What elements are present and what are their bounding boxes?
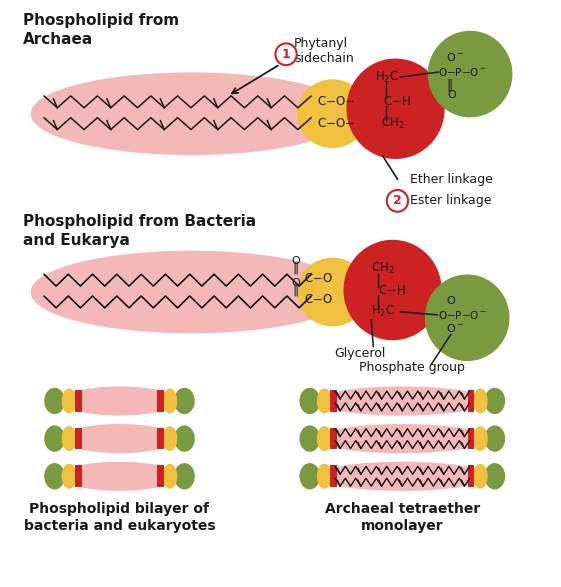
Text: H$_2$C: H$_2$C: [375, 69, 399, 85]
Ellipse shape: [318, 387, 487, 415]
Text: Phosphate group: Phosphate group: [358, 362, 465, 375]
Ellipse shape: [473, 389, 487, 413]
Text: Phytanyl
sidechain: Phytanyl sidechain: [294, 38, 353, 65]
Bar: [157, 465, 164, 487]
Ellipse shape: [174, 389, 194, 413]
Circle shape: [344, 241, 441, 339]
Ellipse shape: [45, 464, 65, 489]
Text: Archaeal tetraether
monolayer: Archaeal tetraether monolayer: [325, 502, 480, 534]
Text: $\|$: $\|$: [446, 77, 453, 93]
Bar: [330, 465, 337, 487]
Ellipse shape: [473, 464, 487, 488]
Ellipse shape: [298, 80, 367, 147]
Bar: [468, 390, 475, 412]
Bar: [330, 428, 337, 450]
Text: C$-$H: C$-$H: [378, 284, 406, 296]
Ellipse shape: [318, 427, 331, 450]
Text: C$-$O: C$-$O: [305, 272, 333, 285]
Text: O: O: [291, 278, 300, 288]
Ellipse shape: [62, 463, 177, 490]
Ellipse shape: [174, 464, 194, 489]
Text: CH$_2$: CH$_2$: [381, 116, 404, 131]
Text: C$-$O$-$: C$-$O$-$: [317, 117, 355, 130]
Ellipse shape: [318, 464, 331, 488]
Ellipse shape: [485, 464, 504, 489]
Text: Phospholipid from Bacteria
and Eukarya: Phospholipid from Bacteria and Eukarya: [22, 214, 256, 248]
Ellipse shape: [31, 73, 351, 154]
Text: O: O: [448, 90, 457, 100]
Text: O: O: [291, 257, 300, 266]
Ellipse shape: [163, 427, 177, 450]
Ellipse shape: [45, 389, 65, 413]
Ellipse shape: [45, 426, 65, 451]
Circle shape: [347, 59, 444, 158]
Bar: [468, 428, 475, 450]
Circle shape: [426, 275, 509, 360]
Text: 2: 2: [393, 194, 402, 207]
Ellipse shape: [62, 425, 177, 453]
Ellipse shape: [298, 258, 367, 326]
Text: O$^-$: O$^-$: [446, 51, 464, 63]
Ellipse shape: [163, 389, 177, 413]
Text: 1: 1: [282, 48, 291, 61]
Bar: [157, 390, 164, 412]
Ellipse shape: [31, 251, 351, 333]
Bar: [330, 390, 337, 412]
Ellipse shape: [318, 463, 487, 490]
Bar: [75, 428, 82, 450]
Circle shape: [429, 32, 512, 117]
Text: $\|$: $\|$: [292, 260, 299, 276]
Ellipse shape: [300, 464, 319, 489]
Text: O$^-$: O$^-$: [446, 322, 464, 333]
Bar: [157, 428, 164, 450]
Ellipse shape: [300, 426, 319, 451]
Text: C$-$O: C$-$O: [305, 294, 333, 306]
Ellipse shape: [174, 426, 194, 451]
Ellipse shape: [300, 389, 319, 413]
Text: Ether linkage: Ether linkage: [410, 173, 493, 185]
Text: C$-$H: C$-$H: [383, 95, 411, 109]
Text: H$_2$C: H$_2$C: [371, 304, 396, 319]
Ellipse shape: [62, 427, 76, 450]
Ellipse shape: [163, 464, 177, 488]
Text: CH$_2$: CH$_2$: [371, 261, 395, 276]
Text: Phospholipid bilayer of
bacteria and eukaryotes: Phospholipid bilayer of bacteria and euk…: [24, 502, 215, 534]
Ellipse shape: [62, 464, 76, 488]
Text: Ester linkage: Ester linkage: [410, 194, 491, 207]
Text: O$-$P$-$O$^-$: O$-$P$-$O$^-$: [438, 309, 487, 321]
Ellipse shape: [473, 427, 487, 450]
Text: Phospholipid from
Archaea: Phospholipid from Archaea: [22, 13, 179, 47]
Text: $\|$: $\|$: [292, 282, 299, 298]
Text: O: O: [446, 296, 454, 306]
Text: O$-$P$-$O$^-$: O$-$P$-$O$^-$: [438, 66, 487, 78]
Bar: [75, 390, 82, 412]
Bar: [75, 465, 82, 487]
Bar: [468, 465, 475, 487]
Ellipse shape: [62, 387, 177, 415]
Ellipse shape: [485, 426, 504, 451]
Ellipse shape: [485, 389, 504, 413]
Ellipse shape: [318, 425, 487, 453]
Ellipse shape: [318, 389, 331, 413]
Ellipse shape: [62, 389, 76, 413]
Text: Glycerol: Glycerol: [334, 348, 386, 360]
Text: C$-$O$-$: C$-$O$-$: [317, 95, 355, 109]
